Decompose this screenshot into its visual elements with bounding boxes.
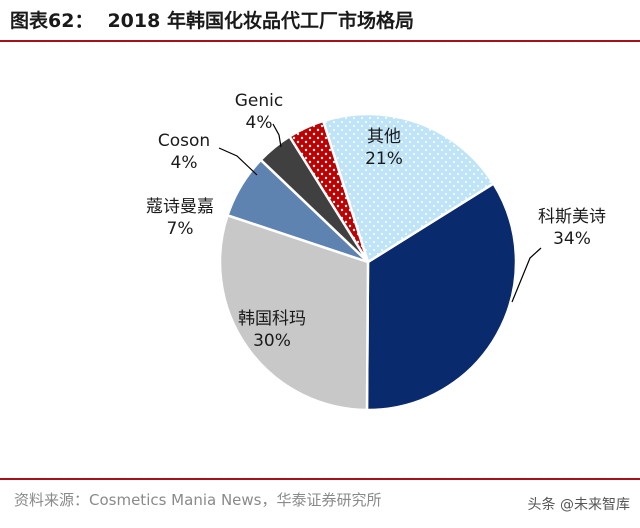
figure-title: 2018 年韩国化妆品代工厂市场格局: [107, 10, 414, 32]
slice-value-label: 4%: [171, 153, 198, 173]
pie-slice-others: [321, 112, 496, 264]
leader-line-genic: [272, 123, 282, 148]
slice-value-label: 30%: [253, 331, 291, 351]
slice-name-label: 韩国科玛: [238, 309, 306, 329]
watermark: 头条 @未来智库: [527, 497, 630, 513]
pie-slice-kolmar: [218, 213, 370, 412]
figure-number: 图表62：: [10, 10, 94, 32]
slice-name-label: Coson: [158, 131, 210, 151]
slice-name-label: 蔻诗曼嘉: [146, 197, 214, 217]
source-note: 资料来源：Cosmetics Mania News，华泰证券研究所: [14, 491, 382, 509]
slice-name-label: Genic: [235, 91, 283, 111]
slice-name-label: 科斯美诗: [538, 207, 606, 227]
top-divider: [0, 40, 640, 42]
chart-title: 图表62： 2018 年韩国化妆品代工厂市场格局: [10, 6, 414, 33]
slice-value-label: 34%: [553, 229, 591, 249]
slice-name-label: 其他: [367, 127, 401, 147]
leader-line-coson: [218, 147, 258, 176]
slice-value-label: 4%: [246, 113, 273, 133]
slice-value-label: 7%: [167, 219, 194, 239]
bottom-divider: [0, 478, 640, 480]
leader-line-cosmax: [511, 247, 542, 303]
slice-value-label: 21%: [365, 149, 403, 169]
